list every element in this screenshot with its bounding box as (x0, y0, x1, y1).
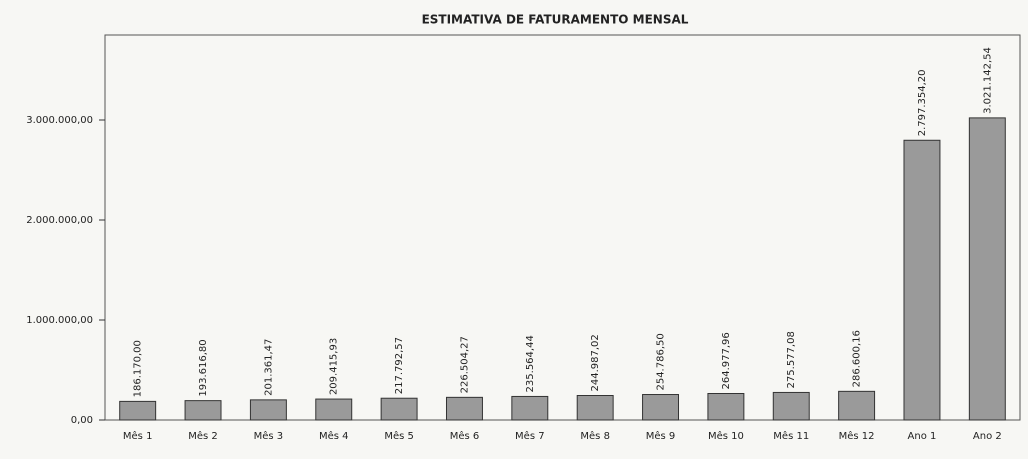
y-tick-label: 1.000.000,00 (26, 315, 93, 326)
bar (184, 400, 222, 421)
x-tick-label: Mês 9 (646, 430, 676, 442)
y-tick-label: 3.000.000,00 (26, 115, 93, 126)
x-tick-label: Ano 2 (973, 431, 1002, 442)
x-tick-label: Mês 7 (515, 430, 545, 442)
x-tick-label: Mês 1 (123, 430, 153, 442)
x-tick-label: Mês 11 (773, 430, 809, 442)
x-tick-label: Mês 2 (188, 430, 218, 442)
bar (838, 390, 876, 421)
value-label: 226.504,27 (459, 336, 470, 393)
x-tick-label: Mês 4 (319, 430, 349, 442)
bar (903, 139, 941, 421)
x-tick-label: Mês 10 (708, 430, 744, 442)
bar (642, 394, 680, 421)
value-label: 264.977,96 (721, 332, 732, 389)
value-label: 217.792,57 (394, 337, 405, 394)
bar (380, 397, 418, 421)
value-label: 244.987,02 (590, 334, 601, 391)
x-tick-label: Mês 6 (450, 430, 480, 442)
value-label: 193.616,80 (198, 339, 209, 396)
bar (249, 399, 287, 421)
value-label: 286.600,16 (852, 330, 863, 387)
bar (968, 117, 1006, 421)
bar (315, 398, 353, 421)
bar (119, 400, 157, 421)
x-tick-label: Mês 12 (839, 430, 875, 442)
x-tick-label: Mês 5 (384, 430, 414, 442)
value-label: 201.361,47 (263, 339, 274, 396)
bar (445, 396, 483, 421)
x-tick-label: Mês 3 (254, 430, 284, 442)
bar (707, 393, 745, 421)
value-label: 2.797.354,20 (917, 69, 928, 136)
value-label: 3.021.142,54 (982, 47, 993, 114)
x-tick-label: Mês 8 (580, 430, 610, 442)
value-label: 186.170,00 (133, 340, 144, 397)
bar (772, 391, 810, 421)
value-label: 254.786,50 (656, 333, 667, 390)
bar (576, 395, 614, 421)
y-tick-label: 0,00 (71, 415, 93, 426)
value-label: 275.577,08 (786, 331, 797, 388)
x-tick-label: Ano 1 (908, 431, 937, 442)
y-tick-label: 2.000.000,00 (26, 215, 93, 226)
plot-frame (104, 34, 1021, 421)
bar (511, 395, 549, 421)
value-label: 235.564,44 (525, 335, 536, 392)
value-label: 209.415,93 (329, 338, 340, 395)
chart-title: ESTIMATIVA DE FATURAMENTO MENSAL (422, 13, 689, 27)
